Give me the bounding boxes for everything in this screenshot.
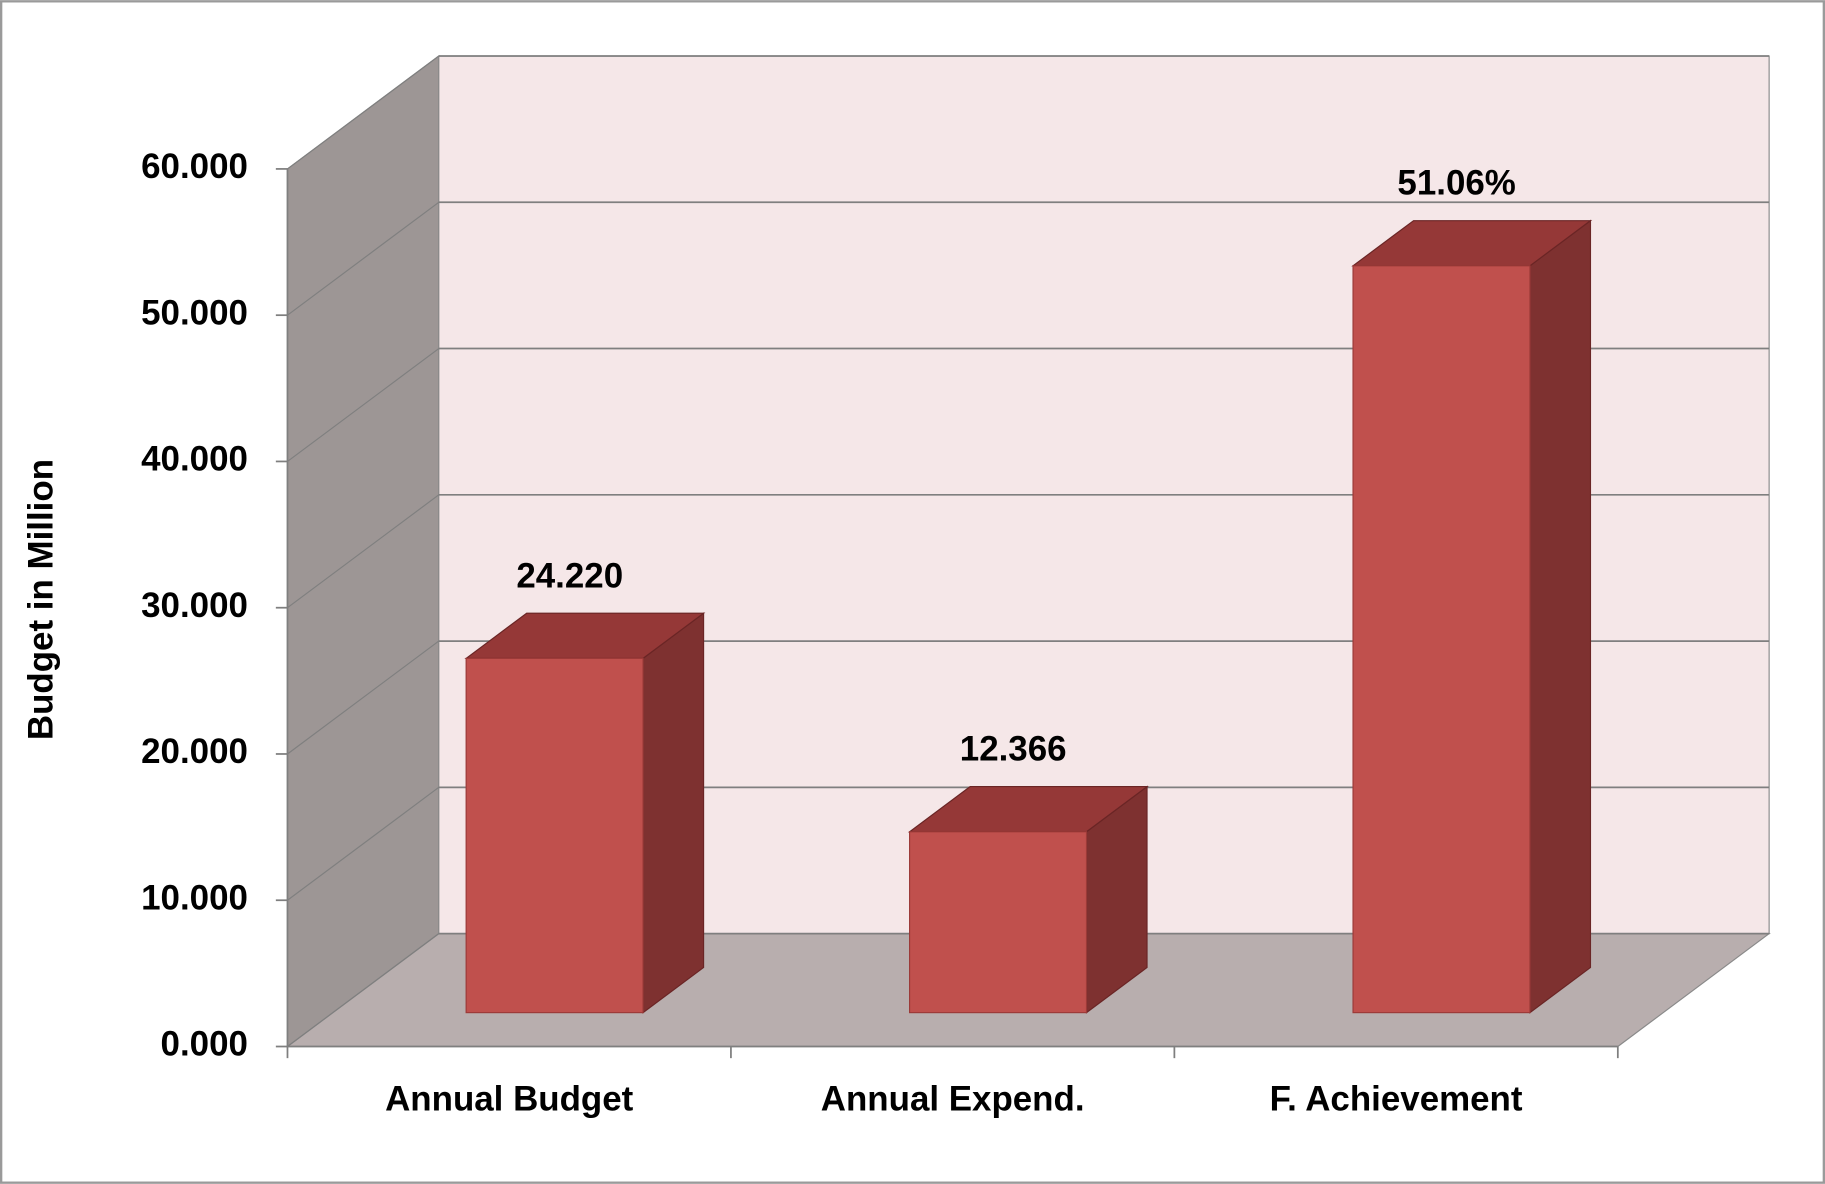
y-tick-label: 20.000 (141, 732, 248, 771)
value-label: 24.220 (516, 556, 623, 595)
bar-side (642, 612, 705, 1014)
value-label: 12.366 (960, 730, 1067, 769)
x-tick-label: Annual Budget (385, 1079, 634, 1118)
grid-line-side (287, 640, 440, 755)
value-label: 51.06% (1397, 164, 1515, 203)
grid-line-side (287, 933, 440, 1047)
x-tick-label: Annual Expend. (821, 1079, 1085, 1118)
y-tick-label: 0.000 (161, 1025, 248, 1064)
grid-line-side (287, 786, 440, 901)
y-tick-label: 40.000 (141, 440, 248, 479)
grid-line-side (287, 348, 440, 462)
y-tick-label: 60.000 (141, 147, 248, 186)
y-tick-label: 50.000 (141, 293, 248, 332)
bar (1352, 265, 1531, 1014)
grid-line-side (287, 55, 440, 170)
grid-line-side (287, 494, 440, 609)
grid-line-side (287, 201, 440, 316)
y-axis-title: Budget in Million (21, 459, 60, 740)
bar (465, 657, 644, 1014)
y-tick-label: 30.000 (141, 586, 248, 625)
bar (909, 831, 1088, 1014)
bar-side (1529, 219, 1592, 1014)
y-tick-label: 10.000 (141, 878, 248, 917)
x-tick-label: F. Achievement (1270, 1079, 1523, 1118)
